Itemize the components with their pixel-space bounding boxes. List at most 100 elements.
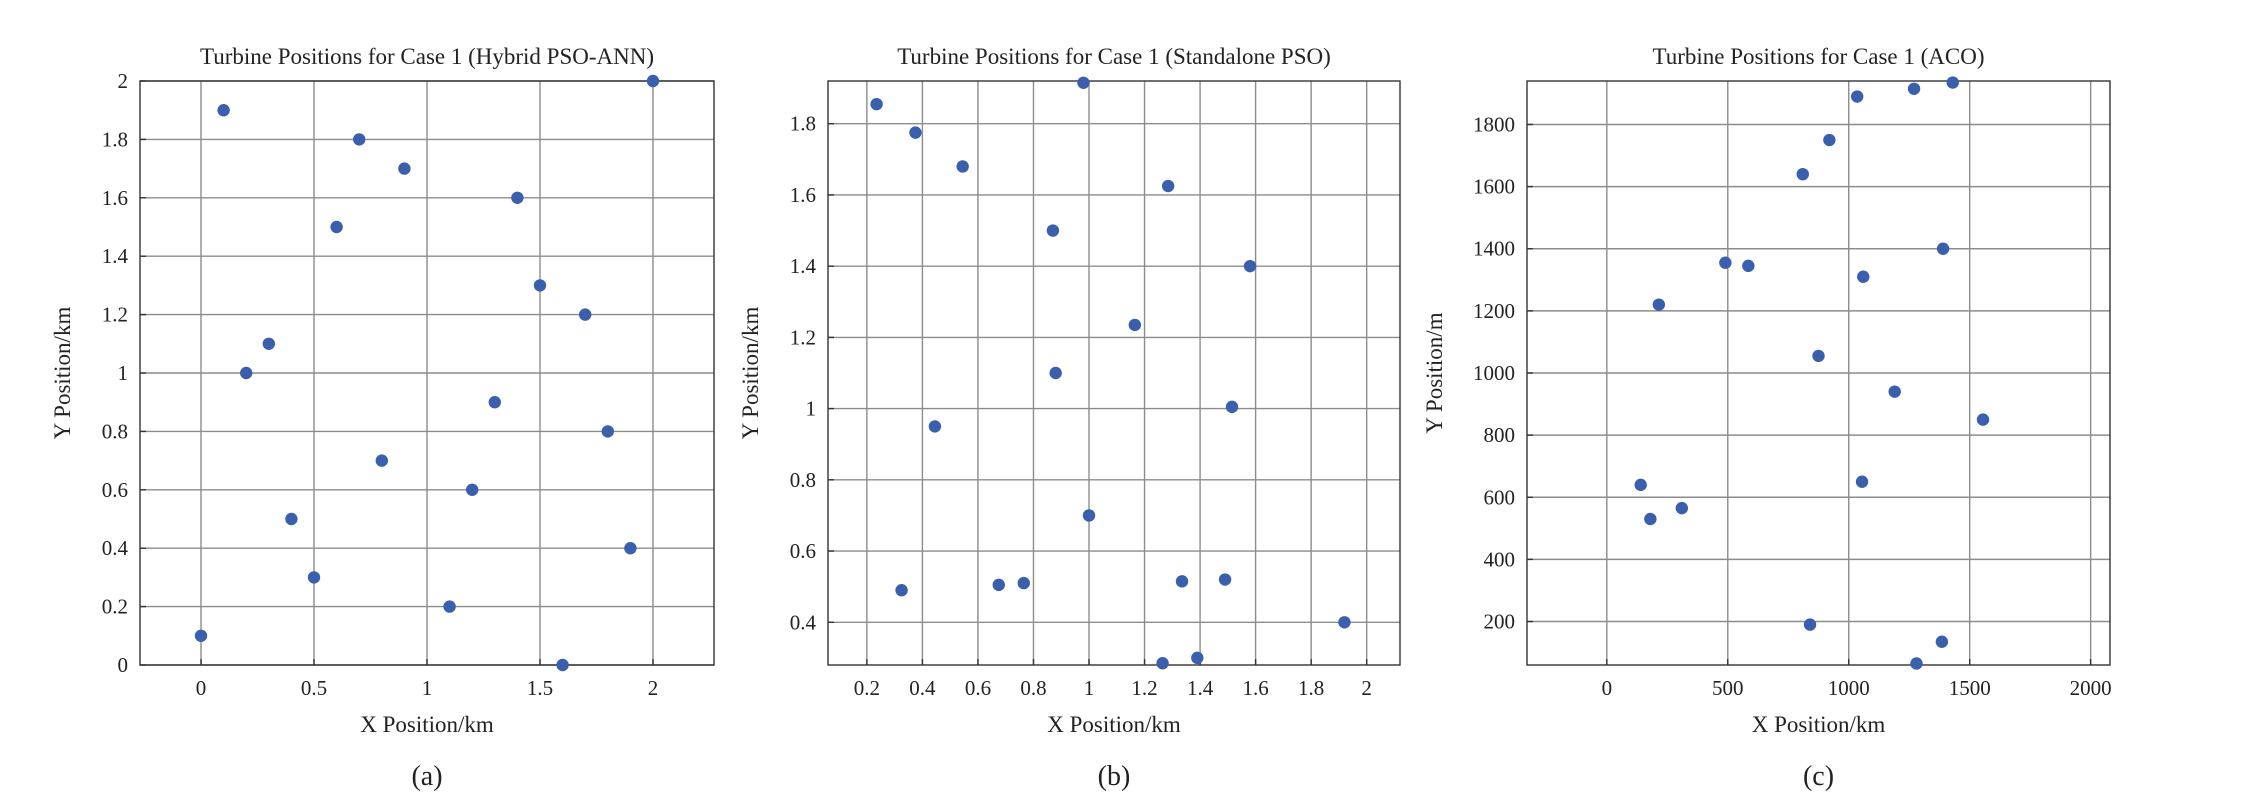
chart-panel-1: 0 0.5 1 1.5 2 0 0.2 0.4 0.6 0.8 1 1.2 1.4 1.6 1.8 2 Turb… <box>50 44 715 792</box>
turbine-point <box>1225 400 1239 414</box>
y-tick-label: 1 <box>118 361 129 385</box>
y-tick-label: 0.6 <box>790 539 816 563</box>
y-tick-label: 0.4 <box>102 536 129 560</box>
y-tick-label: 0.8 <box>790 468 816 492</box>
y-tick-label: 1.2 <box>102 303 128 327</box>
turbine-point <box>556 658 569 672</box>
turbine-point <box>1017 576 1030 590</box>
turbine-point <box>465 483 479 496</box>
turbine-point <box>1077 76 1090 89</box>
y-tick-label: 1.4 <box>102 244 129 268</box>
chart-title: Turbine Positions for Case 1 (Standalone… <box>897 44 1331 69</box>
turbine-point <box>1675 501 1689 515</box>
x-tick-label: 1.5 <box>527 676 553 700</box>
turbine-point <box>1338 616 1351 629</box>
y-tick-label: 1.6 <box>102 186 128 210</box>
x-tick-label: 500 <box>1712 676 1744 700</box>
turbine-point <box>1936 242 1950 255</box>
turbine-point <box>1796 167 1809 181</box>
turbine-point <box>1191 651 1204 665</box>
chart-title: Turbine Positions for Case 1 (Hybrid PSO… <box>200 44 654 69</box>
turbine-point <box>1634 478 1647 492</box>
y-tick-label: 1.2 <box>790 325 816 349</box>
turbine-point <box>1218 573 1232 586</box>
y-tick-label: 800 <box>1484 423 1516 447</box>
turbine-point <box>1812 349 1825 363</box>
turbine-point <box>1851 90 1864 103</box>
y-tick-label: 0.2 <box>102 595 128 619</box>
turbine-point <box>511 191 524 204</box>
turbine-point <box>1803 618 1817 631</box>
turbine-point <box>1823 133 1836 147</box>
turbine-point <box>909 126 922 139</box>
panel-label: (b) <box>1098 761 1131 792</box>
x-tick-label: 0 <box>1602 676 1613 700</box>
x-axis-label: X Position/km <box>1047 712 1181 737</box>
turbine-point <box>870 97 883 111</box>
x-tick-label: 0.8 <box>1020 676 1046 700</box>
y-tick-label: 1.4 <box>790 254 817 278</box>
turbine-point <box>533 279 547 292</box>
x-tick-label: 1.4 <box>1187 676 1214 700</box>
x-tick-label: 1.2 <box>1131 676 1157 700</box>
x-tick-label: 2000 <box>2070 676 2112 700</box>
x-tick-label: 1500 <box>1949 676 1991 700</box>
turbine-point <box>443 600 456 613</box>
y-tick-label: 200 <box>1484 610 1516 634</box>
x-tick-label: 2 <box>648 676 659 700</box>
turbine-point <box>601 425 614 438</box>
y-tick-label: 0.6 <box>102 478 128 502</box>
panel-label: (a) <box>411 761 442 792</box>
turbine-point <box>624 542 637 555</box>
turbine-point <box>992 578 1005 592</box>
turbine-point <box>1855 475 1869 488</box>
x-tick-label: 0.4 <box>909 676 936 700</box>
x-tick-label: 0.5 <box>301 676 327 700</box>
turbine-point <box>1644 512 1657 526</box>
y-tick-label: 2 <box>118 69 129 93</box>
y-tick-label: 0.4 <box>790 610 817 634</box>
chart-title: Turbine Positions for Case 1 (ACO) <box>1652 44 1984 69</box>
turbine-point <box>956 160 969 173</box>
turbine-point <box>1742 259 1755 273</box>
turbine-point <box>1910 657 1923 670</box>
turbine-point <box>194 629 208 642</box>
turbine-point <box>330 220 343 234</box>
y-tick-label: 1.8 <box>102 127 128 151</box>
turbine-point <box>1128 318 1142 332</box>
x-tick-label: 1 <box>1084 676 1095 700</box>
y-tick-label: 1400 <box>1473 237 1515 261</box>
turbine-point <box>1652 298 1666 311</box>
x-tick-label: 1.8 <box>1298 676 1324 700</box>
turbine-point <box>398 162 411 175</box>
turbine-point <box>262 337 276 350</box>
turbine-point <box>285 512 298 526</box>
x-tick-label: 1000 <box>1828 676 1870 700</box>
y-tick-label: 1 <box>806 397 817 421</box>
x-tick-label: 0.6 <box>965 676 991 700</box>
y-tick-label: 1800 <box>1473 112 1515 136</box>
turbine-point <box>928 420 942 433</box>
y-tick-label: 1.8 <box>790 112 816 136</box>
chart-panel-3: 0 500 1000 1500 2000 200 400 600 800 1000 1200 1400… <box>1422 44 2112 792</box>
turbine-point <box>1175 575 1189 588</box>
chart-panel-2: 0.2 0.4 0.6 0.8 1 1.2 1.4 1.6 1.8 2 0.4 0.6 0.8 1 1.2 1… <box>738 44 1401 792</box>
x-tick-label: 0 <box>196 676 207 700</box>
y-axis-label: Y Position/km <box>738 307 763 440</box>
y-tick-label: 0.8 <box>102 419 128 443</box>
turbine-point <box>1719 256 1732 269</box>
turbine-point <box>1907 82 1921 95</box>
x-tick-label: 1 <box>422 676 433 700</box>
y-tick-label: 1600 <box>1473 175 1515 199</box>
turbine-point <box>1243 259 1257 273</box>
turbine-point <box>1946 76 1959 89</box>
y-tick-label: 1200 <box>1473 299 1515 323</box>
x-axis-label: X Position/km <box>360 712 494 737</box>
turbine-point <box>1888 385 1901 398</box>
turbine-point <box>1156 657 1169 670</box>
x-tick-label: 0.2 <box>854 676 880 700</box>
turbine-point <box>307 571 321 584</box>
turbine-point <box>240 366 253 380</box>
turbine-point <box>1161 179 1175 193</box>
